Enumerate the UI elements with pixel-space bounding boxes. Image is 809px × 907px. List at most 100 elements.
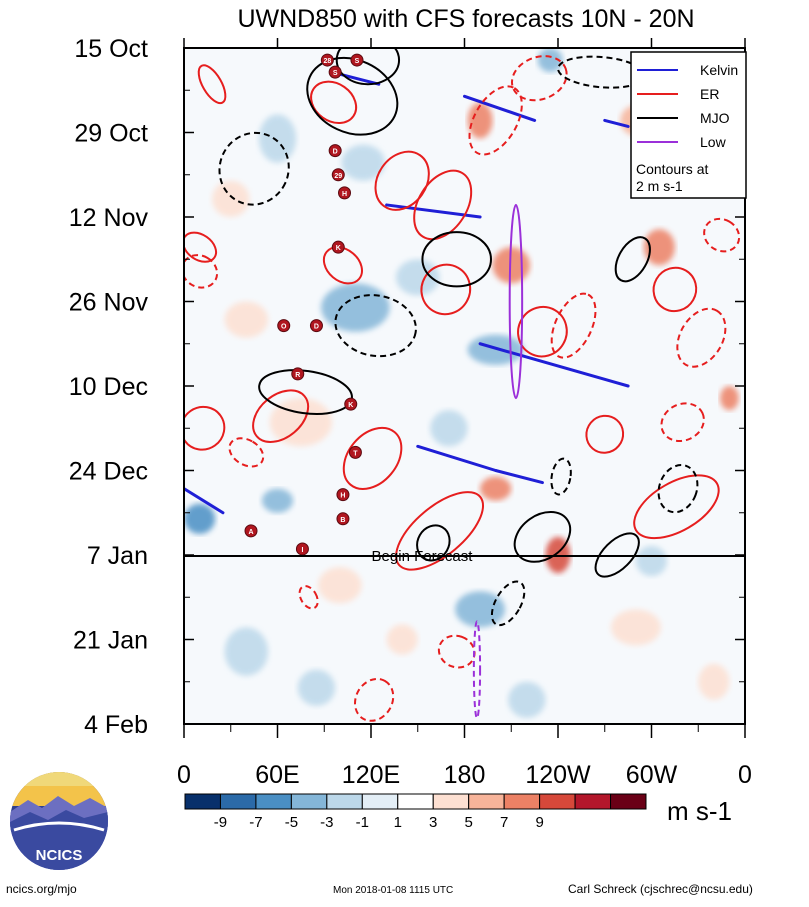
kelvin-contour [494, 469, 544, 485]
storm-label: H [342, 191, 347, 198]
colorbar-units: m s-1 [667, 796, 732, 826]
anomaly-patch [455, 591, 506, 628]
legend-label: MJO [700, 110, 730, 126]
colorbar-label: 1 [394, 814, 402, 831]
colorbar-label: -3 [320, 814, 333, 831]
legend-note-1: Contours at [636, 161, 708, 177]
storm-label: I [301, 547, 303, 554]
anomaly-patch [261, 488, 294, 513]
anomaly-patch [480, 476, 512, 501]
anomaly-patch [184, 503, 216, 534]
anomaly-patch [430, 410, 468, 447]
storm-marker: R [291, 367, 305, 381]
storm-symbol-icon [291, 367, 305, 381]
legend-label: Kelvin [700, 62, 738, 78]
legend-label: Low [700, 134, 727, 150]
storm-symbol-icon [328, 65, 342, 79]
er-contour [633, 474, 720, 540]
colorbar-swatch [468, 793, 505, 810]
storm-symbol-icon [331, 240, 345, 254]
kelvin-contour [184, 487, 225, 515]
er-contour [660, 402, 705, 443]
kelvin-contour [603, 118, 630, 128]
mjo-contour [416, 524, 451, 562]
y-tick-label: 7 Jan [87, 542, 148, 570]
er-contour [374, 150, 430, 211]
colorbar-label: -7 [249, 814, 262, 831]
storm-symbol-icon [295, 542, 309, 556]
y-tick-label: 10 Dec [69, 373, 148, 401]
mjo-contour [513, 511, 572, 563]
storm-label: K [336, 245, 341, 252]
legend-entry-mjo: MJO [637, 110, 730, 126]
anomaly-patch [318, 567, 362, 604]
forecast-line: Begin Forecast [184, 548, 745, 565]
storm-marker: 28 [320, 53, 334, 67]
storm-marker: K [344, 397, 358, 411]
er-contour [413, 169, 473, 241]
storm-label: 29 [334, 173, 342, 180]
colorbar-label: 3 [429, 814, 437, 831]
mjo-contour [594, 532, 640, 578]
storm-symbol-icon [277, 319, 291, 333]
anomaly-patch [386, 624, 418, 655]
y-tick-label: 29 Oct [74, 120, 148, 148]
low-contour [508, 203, 524, 400]
ncics-logo: NCICS [10, 772, 108, 870]
er-contour [298, 585, 319, 610]
storm-symbol-icon [244, 524, 258, 538]
colorbar-label: -1 [356, 814, 369, 831]
storm-label: A [248, 529, 253, 536]
y-tick-label: 26 Nov [69, 289, 149, 317]
er-contour [228, 437, 265, 468]
colorbar-label: 7 [500, 814, 508, 831]
forecast-label: Begin Forecast [372, 548, 474, 565]
anomaly-patch [635, 545, 668, 577]
colorbar-swatch [539, 793, 576, 810]
storm-symbol-icon [309, 319, 323, 333]
anomaly-patch [224, 627, 269, 676]
colorbar-swatch [574, 793, 612, 810]
legend: Kelvin ER MJO Low Contours at 2 m s-1 [630, 51, 747, 199]
x-tick-label: 0 [177, 761, 191, 789]
kelvin-contour [463, 94, 537, 122]
colorbar: -9 -7 -5 -3 -1 1 3 5 7 9 [184, 793, 647, 831]
legend-entry-low: Low [637, 134, 727, 150]
colorbar-swatch [219, 793, 257, 810]
storm-symbol-icon [331, 168, 345, 182]
er-contour [310, 80, 358, 124]
colorbar-swatch [184, 793, 221, 810]
mjo-contour [657, 464, 699, 514]
chart-title: UWND850 with CFS forecasts 10N - 20N [237, 5, 694, 33]
anomaly-patch [297, 669, 336, 706]
colorbar-swatch [610, 793, 647, 810]
storm-marker: I [295, 542, 309, 556]
low-contour [472, 620, 482, 719]
footer-url[interactable]: ncics.org/mjo [6, 882, 77, 896]
anomaly-patch [720, 386, 739, 411]
mjo-contour [306, 56, 399, 136]
anomaly-patch [467, 102, 493, 139]
x-tick-label: 60E [255, 761, 299, 789]
x-axis: 0 60E 120E 180 120W 60W 0 [177, 38, 752, 789]
y-axis: 15 Oct 29 Oct 12 Nov 26 Nov 10 Dec 24 Dec 7 Ja… [69, 35, 745, 739]
storm-label: 28 [323, 58, 331, 65]
anomaly-patch [643, 229, 675, 266]
anomaly-patch [395, 259, 440, 296]
er-contour [676, 307, 727, 368]
y-tick-label: 21 Jan [73, 627, 148, 655]
storm-label: D [314, 324, 319, 331]
kelvin-contour [416, 444, 498, 472]
er-contour [703, 217, 741, 253]
er-contour [395, 491, 485, 571]
y-tick-label: 15 Oct [74, 35, 148, 63]
wave-contours [184, 48, 741, 722]
storm-label: S [333, 70, 338, 77]
storm-marker: A [244, 524, 258, 538]
footer-credit: Carl Schreck (cjschrec@ncsu.edu) [568, 882, 753, 896]
anomaly-patch [212, 180, 250, 217]
colorbar-swatch [432, 793, 470, 810]
x-tick-label: 60W [626, 761, 678, 789]
er-contour [585, 414, 625, 454]
